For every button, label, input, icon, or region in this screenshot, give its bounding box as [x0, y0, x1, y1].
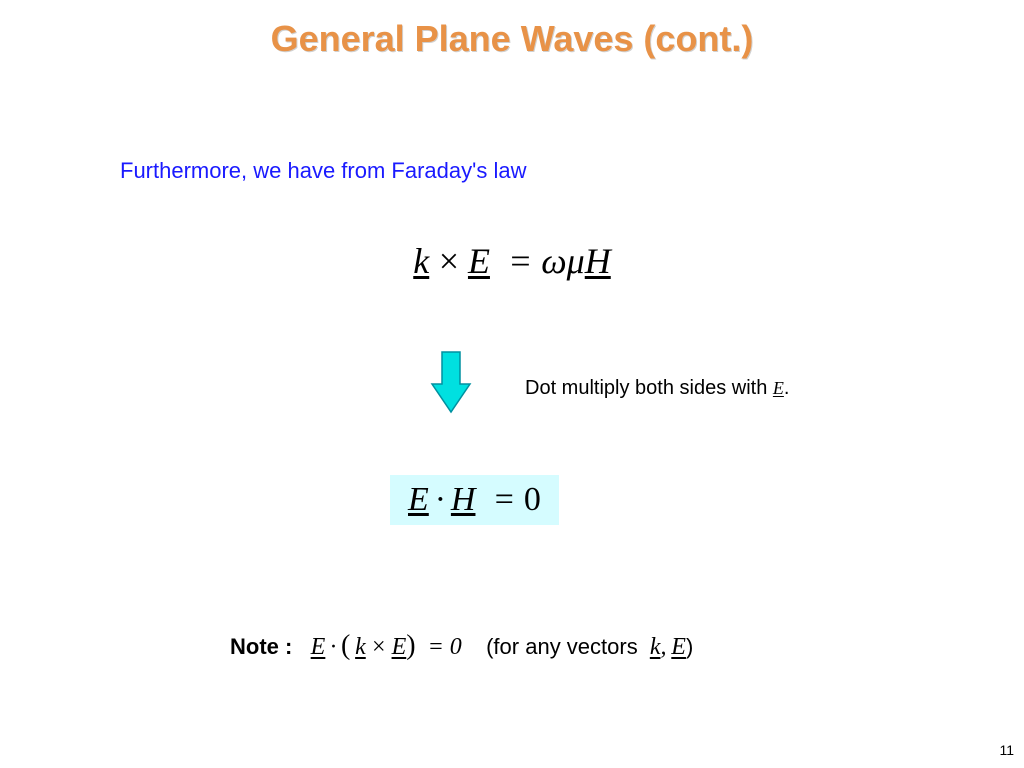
- equation-result-box: E · H = 0: [390, 475, 559, 525]
- note-equation: E · ( k × E) = 0: [311, 634, 468, 660]
- equation-faraday: k × E = ωμH: [0, 240, 1024, 282]
- hint-prefix: Dot multiply both sides with: [525, 377, 773, 399]
- note-label: Note :: [230, 634, 292, 659]
- equation-result: E · H = 0: [408, 481, 541, 518]
- down-arrow-icon: [430, 350, 472, 419]
- subtitle-text: Furthermore, we have from Faraday's law: [120, 158, 526, 184]
- hint-suffix: .: [784, 377, 790, 399]
- note-paren-close: ): [686, 634, 693, 659]
- note-vectors: k, E: [644, 634, 686, 660]
- hint-symbol-e: E: [773, 378, 784, 398]
- page-number: 11: [999, 742, 1014, 758]
- hint-text: Dot multiply both sides with E.: [525, 377, 789, 400]
- note-paren-open: (for any vectors: [486, 634, 644, 659]
- slide-title: General Plane Waves (cont.): [0, 18, 1024, 60]
- note-line: Note : E · ( k × E) = 0 (for any vectors…: [230, 630, 693, 662]
